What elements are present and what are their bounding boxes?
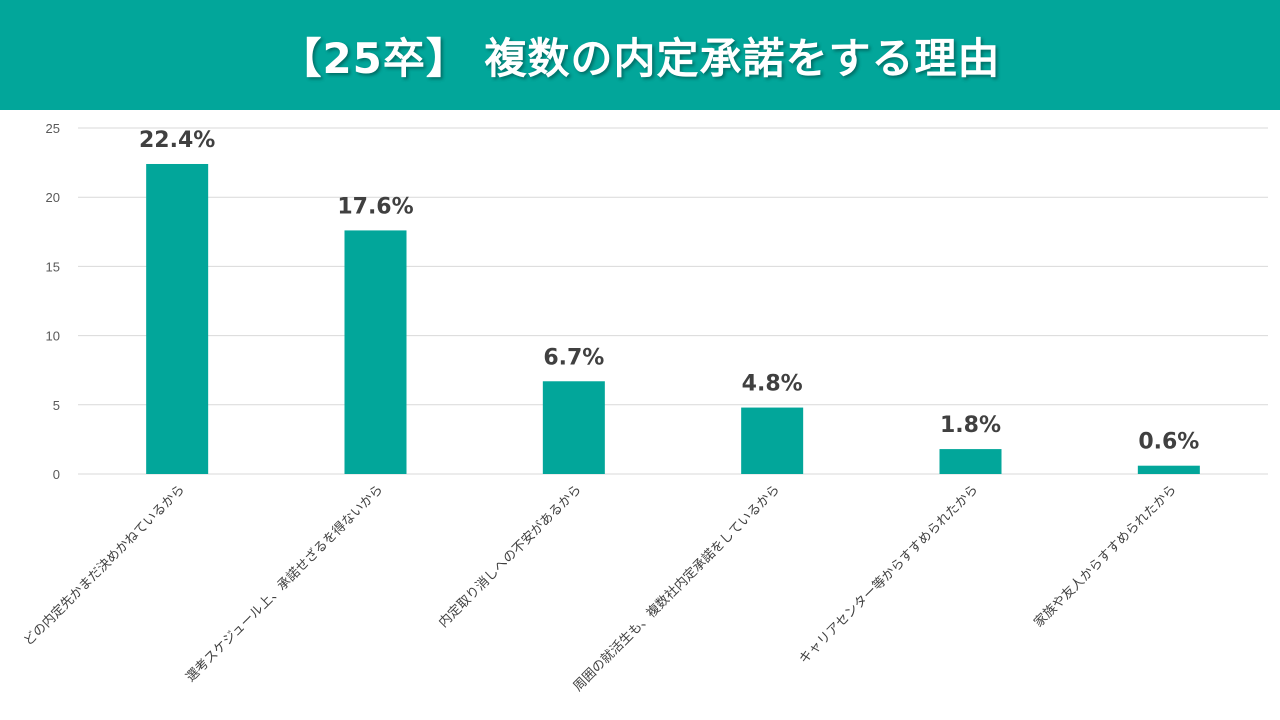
y-tick-label: 5 (53, 398, 60, 413)
category-label: キャリアセンター等からすすめられたから (796, 482, 982, 668)
page-title: 【25卒】 複数の内定承諾をする理由 (279, 33, 1001, 83)
title-banner: 【25卒】 複数の内定承諾をする理由 (0, 0, 1280, 110)
y-tick-label: 0 (53, 467, 60, 482)
data-label: 0.6% (1138, 430, 1199, 455)
data-labels: 22.4% 17.6% 6.7% 4.8% 1.8% 0.6% (139, 128, 1199, 455)
category-label: 周囲の就活生も、複数社内定承諾をしているから (570, 482, 783, 695)
y-tick-label: 25 (46, 121, 60, 136)
category-label: 内定取り消しへの不安があるから (435, 482, 584, 631)
bar (939, 449, 1002, 474)
bar (146, 163, 209, 474)
category-label: どの内定先かまだ決めかねているから (20, 482, 188, 650)
bar (1137, 465, 1200, 474)
category-label: 選考スケジュール上、承諾せざるを得ないから (183, 482, 387, 686)
y-tick-label: 10 (46, 329, 60, 344)
data-label: 6.7% (543, 345, 604, 370)
bar (741, 407, 804, 474)
bar (344, 230, 407, 474)
data-label: 4.8% (742, 372, 803, 397)
data-label: 1.8% (940, 413, 1001, 438)
bar (542, 381, 605, 474)
gridlines (78, 127, 1268, 475)
y-tick-label: 15 (46, 259, 60, 274)
bars (146, 163, 1200, 474)
category-label: 家族や友人からすすめられたから (1031, 482, 1180, 631)
y-tick-label: 20 (46, 190, 60, 205)
data-label: 22.4% (139, 128, 215, 153)
data-label: 17.6% (337, 194, 413, 219)
y-axis-ticks: 0 5 10 15 20 25 (46, 121, 60, 482)
